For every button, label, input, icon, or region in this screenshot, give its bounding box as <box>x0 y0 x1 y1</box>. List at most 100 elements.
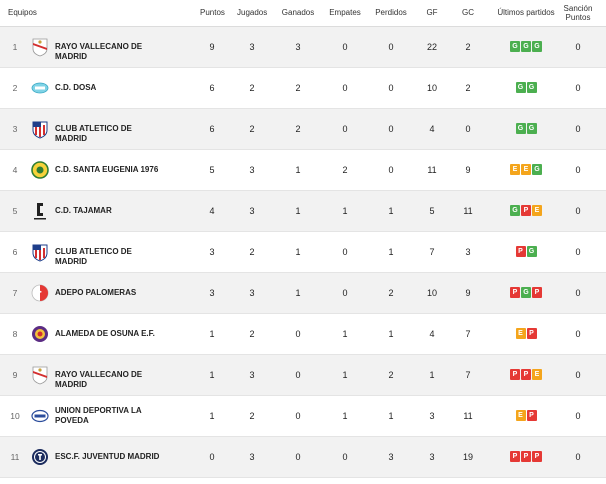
team-name[interactable]: C.D. SANTA EUGENIA 1976 <box>55 165 159 174</box>
atletico-madrid-crest-icon <box>31 119 49 139</box>
won-value: 1 <box>295 247 301 257</box>
table-row[interactable]: 6 CLUB ATLETICO DE MADRID 3 2 1 0 1 7 3 P G 0 <box>0 232 606 273</box>
sanction-value: 0 <box>575 329 581 339</box>
position-number: 8 <box>12 329 18 339</box>
lost-value: 2 <box>388 370 394 380</box>
header-drawn: Empates <box>329 8 361 17</box>
team-name[interactable]: C.D. DOSA <box>55 83 97 92</box>
points-value: 6 <box>209 124 215 134</box>
header-goals-for: GF <box>426 8 438 17</box>
drawn-value: 0 <box>342 288 348 298</box>
goals-against-value: 11 <box>463 206 473 216</box>
header-points: Puntos <box>200 8 225 17</box>
goals-for-value: 22 <box>426 42 437 52</box>
drawn-value: 1 <box>342 411 348 421</box>
sanction-value: 0 <box>575 124 581 134</box>
team-name[interactable]: ALAMEDA DE OSUNA E.F. <box>55 329 155 338</box>
table-row[interactable]: 4 C.D. SANTA EUGENIA 1976 5 3 1 2 0 11 9 E E G 0 <box>0 150 606 191</box>
goals-against-value: 2 <box>465 42 471 52</box>
table-row[interactable]: 8 ALAMEDA DE OSUNA E.F. 1 2 0 1 1 4 7 E P 0 <box>0 314 606 355</box>
match-result-badge: E <box>532 369 542 380</box>
match-result-badge: P <box>526 410 537 421</box>
table-row[interactable]: 5 C.D. TAJAMAR 4 3 1 1 1 5 11 G P E 0 <box>0 191 606 232</box>
points-value: 3 <box>209 247 215 257</box>
team-name[interactable]: CLUB ATLETICO DE MADRID <box>55 247 132 266</box>
atletico-madrid-crest-icon <box>31 242 49 262</box>
played-value: 2 <box>249 124 255 134</box>
goals-for-value: 4 <box>429 124 435 134</box>
header-lost: Perdidos <box>375 8 407 17</box>
position-number: 11 <box>10 452 20 462</box>
position-number: 2 <box>12 83 18 93</box>
team-name[interactable]: ADEPO PALOMERAS <box>55 288 137 297</box>
goals-for-value: 3 <box>429 452 435 462</box>
goals-against-value: 19 <box>462 452 473 462</box>
goals-for-value: 1 <box>429 370 435 380</box>
table-row[interactable]: 2 C.D. DOSA 6 2 2 0 0 10 2 G G 0 <box>0 68 606 109</box>
position-number: 3 <box>12 124 18 134</box>
match-result-badge: E <box>521 164 531 175</box>
goals-against-value: 2 <box>465 83 471 93</box>
team-name[interactable]: RAYO VALLECANO DE MADRID <box>55 370 143 389</box>
points-value: 4 <box>209 206 215 216</box>
position-number: 4 <box>12 165 18 175</box>
table-row[interactable]: 7 ADEPO PALOMERAS 3 3 1 0 2 10 9 P G P 0 <box>0 273 606 314</box>
won-value: 0 <box>295 411 301 421</box>
match-result-badge: P <box>510 287 520 298</box>
sanction-value: 0 <box>575 411 581 421</box>
goals-against-value: 9 <box>465 165 471 175</box>
match-result-badge: G <box>521 287 531 298</box>
drawn-value: 2 <box>342 165 348 175</box>
sanction-value: 0 <box>575 165 581 175</box>
points-value: 3 <box>209 288 215 298</box>
match-result-badge: G <box>526 123 537 134</box>
match-result-badge: E <box>515 328 526 339</box>
won-value: 2 <box>295 124 301 134</box>
match-result-badge: P <box>526 328 537 339</box>
drawn-value: 1 <box>342 370 348 380</box>
header-won: Ganados <box>281 8 315 17</box>
won-value: 3 <box>295 42 301 52</box>
table-row[interactable]: 1 RAYO VALLECANO DE MADRID 9 3 3 0 0 22 2 G G G 0 <box>0 27 606 68</box>
position-number: 6 <box>12 247 18 257</box>
points-value: 0 <box>209 452 215 462</box>
won-value: 2 <box>295 83 301 93</box>
sanction-value: 0 <box>575 206 581 216</box>
position-number: 9 <box>12 370 18 380</box>
table-row[interactable]: 9 RAYO VALLECANO DE MADRID 1 3 0 1 2 1 7 P P E 0 <box>0 355 606 396</box>
goals-against-value: 11 <box>463 411 473 421</box>
match-result-badge: P <box>510 369 520 380</box>
goals-for-value: 10 <box>426 288 437 298</box>
rayo-vallecano-crest-icon <box>31 365 49 385</box>
header-sanction: Sanción Puntos <box>563 4 593 22</box>
drawn-value: 0 <box>342 247 348 257</box>
table-row[interactable]: 10 UNION DEPORTIVA LA POVEDA 1 2 0 1 1 3 11 E P 0 <box>0 396 606 437</box>
team-name[interactable]: ESC.F. JUVENTUD MADRID <box>55 452 160 461</box>
position-number: 5 <box>12 206 18 216</box>
team-name[interactable]: CLUB ATLETICO DE MADRID <box>55 124 132 143</box>
team-name[interactable]: C.D. TAJAMAR <box>55 206 112 215</box>
alameda-osuna-crest-icon <box>31 324 49 344</box>
goals-for-value: 5 <box>429 206 435 216</box>
goals-against-value: 7 <box>465 329 471 339</box>
drawn-value: 0 <box>342 452 348 462</box>
lost-value: 0 <box>388 83 394 93</box>
team-name[interactable]: UNION DEPORTIVA LA POVEDA <box>55 406 142 425</box>
team-name[interactable]: RAYO VALLECANO DE MADRID <box>55 42 143 61</box>
match-result-badge: P <box>521 205 531 216</box>
table-header: Equipos Puntos Jugados Ganados Empates P… <box>0 0 606 27</box>
table-row[interactable]: 3 CLUB ATLETICO DE MADRID 6 2 2 0 0 4 0 G G 0 <box>0 109 606 150</box>
drawn-value: 0 <box>342 83 348 93</box>
played-value: 3 <box>249 206 255 216</box>
match-result-badge: E <box>532 205 542 216</box>
drawn-value: 0 <box>342 42 348 52</box>
match-result-badge: P <box>521 451 531 462</box>
table-row[interactable]: 11 ESC.F. JUVENTUD MADRID 0 3 0 0 3 3 19 P P P 0 <box>0 437 606 478</box>
match-result-badge: G <box>532 41 542 52</box>
won-value: 0 <box>295 370 301 380</box>
drawn-value: 0 <box>342 124 348 134</box>
